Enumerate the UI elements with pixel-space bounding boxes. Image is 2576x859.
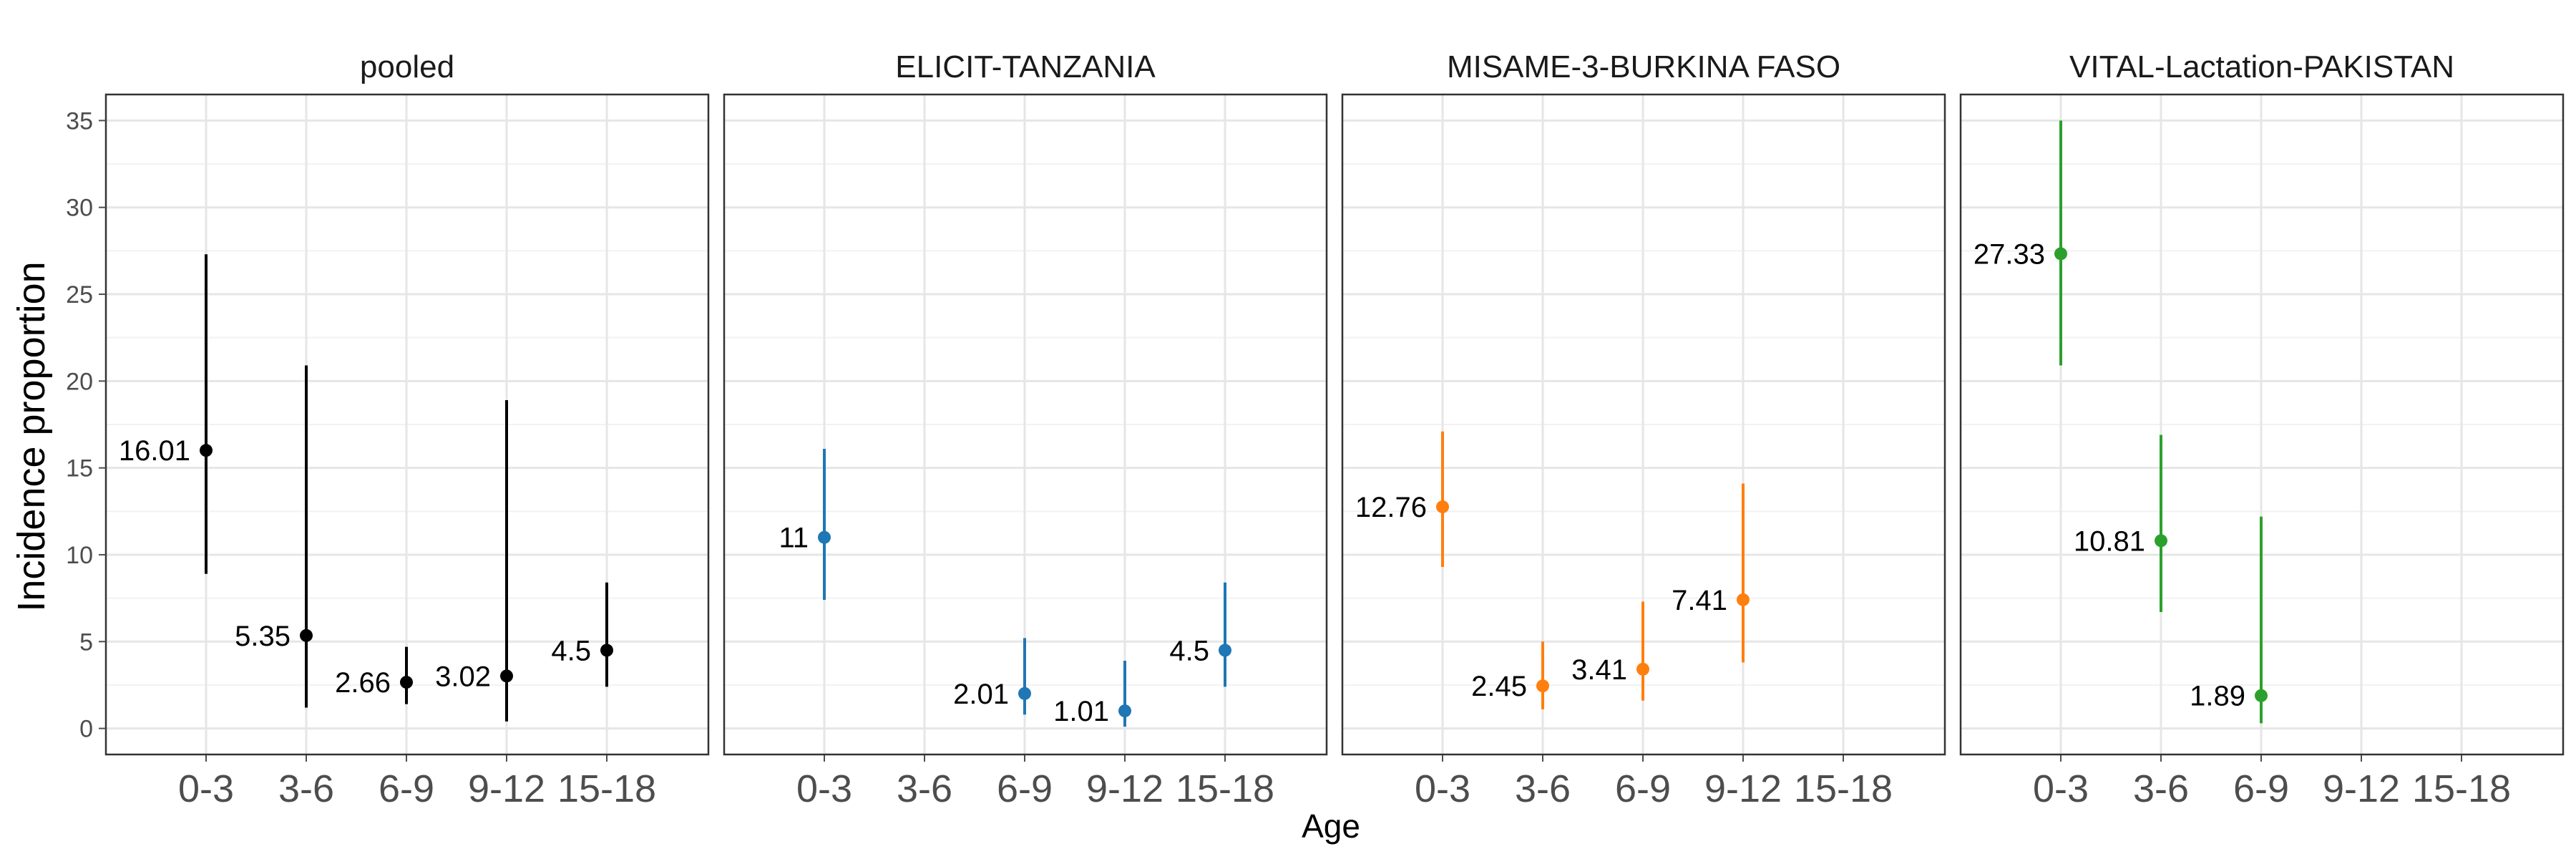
y-axis: 0 5 10 15 20 25 30 35 (66, 107, 106, 743)
y-tick-label: 25 (66, 281, 93, 309)
x-tick-label: 0-3 (178, 767, 234, 810)
data-point (1536, 679, 1549, 693)
x-tick-label: 3-6 (2133, 767, 2189, 810)
x-tick-label: 3-6 (897, 767, 952, 810)
x-tick-label: 6-9 (379, 767, 434, 810)
data-point (1436, 500, 1449, 514)
x-tick-label: 0-3 (796, 767, 852, 810)
facet-panel: 0-3 3-6 6-9 9-12 15-18 ELICIT-TANZANIA 11 2.01 1… (723, 49, 1328, 810)
panel-border (104, 93, 710, 756)
x-tick-label: 6-9 (2233, 767, 2289, 810)
data-point (1219, 644, 1231, 657)
data-label: 1.89 (2190, 681, 2245, 712)
data-label: 4.5 (551, 635, 591, 666)
y-tick-label: 10 (66, 542, 93, 569)
data-point (500, 669, 513, 683)
data-point (2255, 689, 2268, 702)
data-point (2155, 534, 2167, 548)
y-tick-label: 35 (66, 107, 93, 135)
x-axis-title: Age (1302, 807, 1360, 845)
data-label: 1.01 (1053, 696, 1109, 727)
data-point (600, 644, 613, 657)
data-point (1018, 686, 1031, 700)
data-point (1636, 662, 1649, 676)
facet-panels: 0-3 3-6 6-9 9-12 15-18 pooled 16.01 5.35 2.66 3.0… (104, 49, 2565, 810)
data-point (200, 444, 213, 457)
data-label: 3.02 (435, 661, 491, 692)
x-tick-label: 9-12 (1086, 767, 1163, 810)
data-label: 2.01 (953, 679, 1009, 710)
data-label: 2.66 (335, 667, 391, 699)
facet-panel: 0-3 3-6 6-9 9-12 15-18 VITAL-Lactation-PAKIST… (1959, 49, 2565, 810)
facet-panel: 0-3 3-6 6-9 9-12 15-18 pooled 16.01 5.35 2.66 3.0… (104, 49, 710, 810)
facet-panel: 0-3 3-6 6-9 9-12 15-18 MISAME-3-BURKINA FASO 1… (1341, 49, 1946, 810)
panel-border (723, 93, 1328, 756)
y-tick-label: 20 (66, 368, 93, 395)
x-tick-label: 3-6 (1515, 767, 1571, 810)
x-tick-label: 6-9 (1615, 767, 1671, 810)
x-tick-label: 15-18 (1794, 767, 1893, 810)
data-label: 5.35 (235, 621, 291, 652)
x-tick-label: 15-18 (2412, 767, 2511, 810)
x-tick-label: 15-18 (557, 767, 656, 810)
x-tick-label: 9-12 (468, 767, 545, 810)
data-point (1737, 593, 1750, 606)
x-tick-label: 0-3 (1415, 767, 1470, 810)
y-tick-label: 5 (79, 629, 93, 656)
panel-title: MISAME-3-BURKINA FASO (1447, 49, 1840, 84)
data-point (400, 676, 413, 689)
data-point (2054, 247, 2067, 261)
panel-border (1959, 93, 2565, 756)
data-point (818, 530, 831, 544)
data-label: 2.45 (1471, 671, 1527, 702)
x-tick-label: 15-18 (1176, 767, 1274, 810)
y-tick-label: 15 (66, 455, 93, 482)
y-axis-title: Incidence proportion (10, 261, 53, 611)
data-point (1118, 704, 1131, 718)
panel-title: pooled (360, 49, 454, 84)
panel-border (1341, 93, 1946, 756)
data-label: 27.33 (1974, 238, 2045, 270)
data-label: 7.41 (1672, 585, 1727, 616)
y-tick-label: 30 (66, 195, 93, 222)
panel-title: VITAL-Lactation-PAKISTAN (2069, 49, 2454, 84)
data-label: 11 (779, 523, 809, 554)
data-label: 10.81 (2074, 525, 2145, 557)
data-label: 3.41 (1571, 654, 1627, 686)
y-tick-label: 0 (79, 716, 93, 743)
x-tick-label: 0-3 (2033, 767, 2089, 810)
data-label: 12.76 (1355, 492, 1427, 523)
x-tick-label: 6-9 (997, 767, 1053, 810)
data-point (300, 629, 313, 642)
data-label: 16.01 (119, 435, 190, 467)
panel-title: ELICIT-TANZANIA (895, 49, 1156, 84)
data-label: 4.5 (1169, 635, 1209, 666)
x-tick-label: 9-12 (2323, 767, 2400, 810)
x-tick-label: 9-12 (1704, 767, 1782, 810)
x-tick-label: 3-6 (278, 767, 334, 810)
